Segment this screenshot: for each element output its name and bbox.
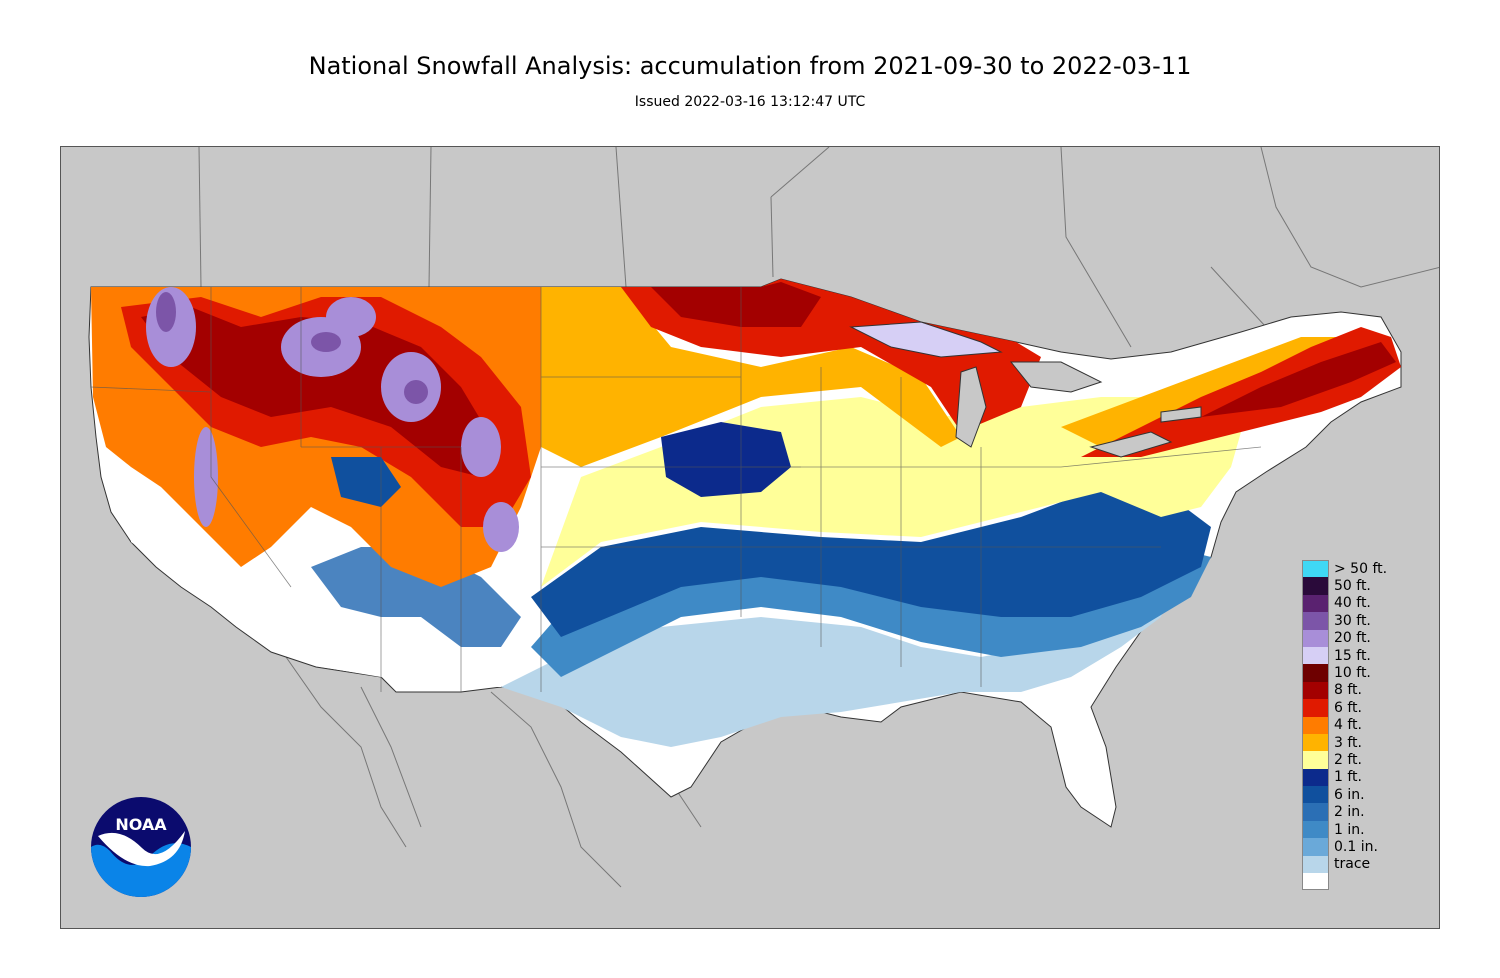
legend-swatch xyxy=(1302,855,1329,874)
legend-swatch xyxy=(1302,594,1329,613)
legend-label: > 50 ft. xyxy=(1334,560,1388,577)
legend-swatch xyxy=(1302,820,1329,839)
legend-swatch xyxy=(1302,803,1329,821)
snowfall-map[interactable] xyxy=(60,146,1440,929)
legend-swatch xyxy=(1302,786,1329,804)
region-trace xyxy=(501,577,1171,747)
legend-label: 2 in. xyxy=(1334,804,1365,821)
legend-label: 8 ft. xyxy=(1334,682,1362,699)
legend-row: 15 ft. xyxy=(1302,646,1432,665)
legend-label: 15 ft. xyxy=(1334,647,1371,664)
legend-label: 4 ft. xyxy=(1334,717,1362,734)
region-eight-feet-upper-midwest xyxy=(651,282,821,327)
issued-timestamp: Issued 2022-03-16 13:12:47 UTC xyxy=(634,94,866,110)
legend-row xyxy=(1302,873,1432,891)
legend-swatch xyxy=(1302,873,1329,891)
legend-swatch xyxy=(1302,838,1329,856)
legend-row: 40 ft. xyxy=(1302,594,1432,613)
region-six-feet-northeast xyxy=(1081,327,1401,457)
region-thirty-feet-mountains xyxy=(156,292,428,404)
region-eight-feet-northeast xyxy=(1201,342,1396,417)
legend-row: 6 ft. xyxy=(1302,699,1432,717)
great-lakes xyxy=(849,321,1202,458)
legend-swatch xyxy=(1302,716,1329,734)
legend-row: 1 in. xyxy=(1302,820,1432,839)
legend: > 50 ft. 50 ft. 40 ft. 30 ft. 20 ft. 15 ft. 10… xyxy=(1302,560,1432,891)
legend-swatch xyxy=(1302,664,1329,682)
legend-swatch xyxy=(1302,681,1329,700)
region-one-foot-basin xyxy=(331,457,401,507)
legend-row: > 50 ft. xyxy=(1302,560,1432,578)
legend-label: 1 in. xyxy=(1334,821,1365,838)
legend-row: trace xyxy=(1302,855,1432,874)
legend-label: 40 ft. xyxy=(1334,595,1371,612)
legend-row: 50 ft. xyxy=(1302,577,1432,595)
legend-row: 10 ft. xyxy=(1302,664,1432,682)
legend-label: 10 ft. xyxy=(1334,665,1371,682)
legend-label: 20 ft. xyxy=(1334,630,1371,647)
legend-swatch xyxy=(1302,733,1329,752)
region-one-foot-plains xyxy=(661,422,791,497)
legend-label: 50 ft. xyxy=(1334,578,1371,595)
legend-row: 2 in. xyxy=(1302,803,1432,821)
legend-label: trace xyxy=(1334,856,1371,873)
legend-row: 6 in. xyxy=(1302,786,1432,804)
map-title: National Snowfall Analysis: accumulation… xyxy=(308,52,1192,80)
legend-swatch xyxy=(1302,612,1329,630)
legend-label: 1 ft. xyxy=(1334,769,1362,786)
legend-label: 3 ft. xyxy=(1334,734,1362,751)
region-three-feet-plains xyxy=(541,287,961,467)
region-six-inch xyxy=(531,487,1211,637)
legend-label: 30 ft. xyxy=(1334,612,1371,629)
legend-row: 3 ft. xyxy=(1302,733,1432,752)
legend-swatch xyxy=(1302,577,1329,595)
noaa-logo-text: NOAA xyxy=(115,815,167,834)
legend-swatch xyxy=(1302,560,1329,578)
legend-row: 4 ft. xyxy=(1302,716,1432,734)
legend-row: 20 ft. xyxy=(1302,629,1432,647)
map-canvas xyxy=(61,147,1439,928)
legend-row: 8 ft. xyxy=(1302,681,1432,700)
legend-label: 6 ft. xyxy=(1334,699,1362,716)
legend-swatch xyxy=(1302,699,1329,717)
legend-label: 0.1 in. xyxy=(1334,838,1378,855)
legend-label: 6 in. xyxy=(1334,786,1365,803)
legend-swatch xyxy=(1302,629,1329,647)
legend-label: 2 ft. xyxy=(1334,751,1362,768)
noaa-logo-icon: NOAA xyxy=(91,797,191,897)
legend-row: 30 ft. xyxy=(1302,612,1432,630)
region-eight-feet-west xyxy=(141,307,491,477)
legend-swatch xyxy=(1302,646,1329,665)
legend-row: 2 ft. xyxy=(1302,751,1432,769)
legend-swatch xyxy=(1302,751,1329,769)
legend-swatch xyxy=(1302,768,1329,787)
country-borders xyxy=(198,147,1439,888)
legend-row: 1 ft. xyxy=(1302,768,1432,787)
state-borders xyxy=(90,287,1262,692)
legend-row: 0.1 in. xyxy=(1302,838,1432,856)
